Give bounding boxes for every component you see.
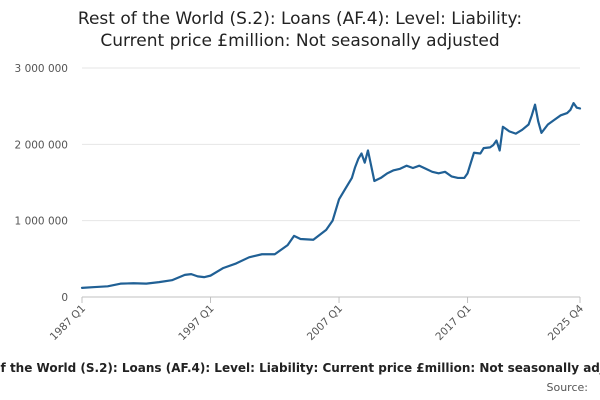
x-tick-label: 1987 Q1 (48, 303, 88, 343)
footer-title: Rest of the World (S.2): Loans (AF.4): L… (0, 361, 600, 375)
source-label: Source: (547, 381, 589, 394)
y-tick-label: 0 (61, 292, 68, 304)
y-tick-label: 2 000 000 (15, 139, 68, 151)
gridlines (82, 67, 580, 298)
x-tick-label: 2025 Q4 (546, 302, 587, 343)
chart-title-line-1: Rest of the World (S.2): Loans (AF.4): L… (78, 9, 522, 29)
y-tick-label: 1 000 000 (15, 216, 68, 228)
x-tick-label: 2007 Q1 (305, 303, 345, 343)
series-line (80, 102, 582, 289)
x-tick-label: 1997 Q1 (176, 303, 216, 343)
x-axis (81, 297, 581, 303)
y-tick-label: 3 000 000 (15, 63, 68, 75)
x-tick-label: 2017 Q1 (433, 303, 473, 343)
x-axis-tick-labels: 1987 Q1 1997 Q1 2007 Q1 2017 Q1 2025 Q4 (48, 302, 587, 343)
y-axis-tick-labels: 0 1 000 000 2 000 000 3 000 000 (15, 63, 68, 304)
chart-title-line-2: Current price £million: Not seasonally a… (100, 31, 499, 51)
